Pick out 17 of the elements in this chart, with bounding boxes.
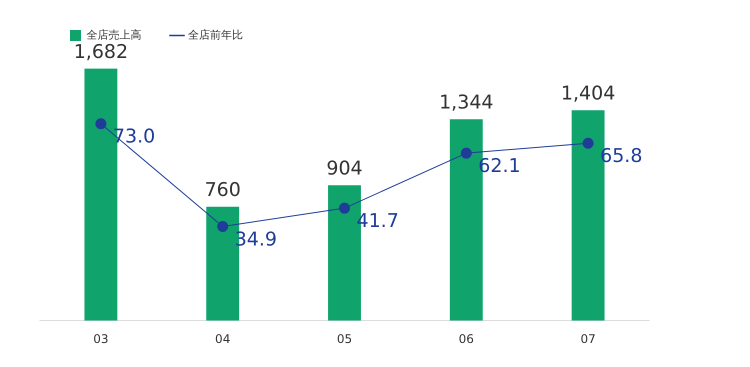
legend-label: 全店売上高 [86, 28, 142, 42]
point [217, 221, 228, 232]
data-label: 1,682 [74, 41, 128, 64]
point [339, 202, 350, 214]
legend-label: 全店前年比 [188, 28, 243, 42]
data-label: 760 [204, 179, 241, 202]
x-tick-label: 07 [580, 332, 596, 346]
x-tick-label: 04 [215, 332, 230, 346]
point [460, 148, 472, 159]
x-tick-label: 05 [336, 332, 352, 346]
data-label: 904 [326, 158, 363, 180]
point [95, 118, 106, 130]
point [582, 138, 594, 149]
x-tick-label: 03 [93, 332, 109, 346]
x-tick-label: 06 [458, 332, 474, 346]
data-label: 1,344 [439, 92, 494, 114]
data-label: 1,404 [560, 82, 616, 105]
